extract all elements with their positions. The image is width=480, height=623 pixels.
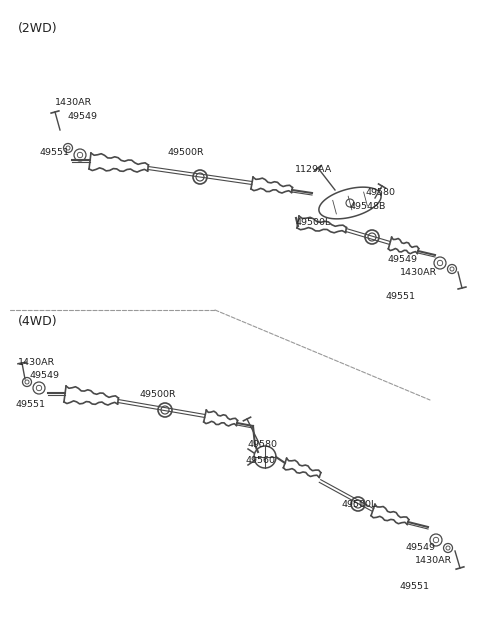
Text: 49580: 49580: [248, 440, 278, 449]
Text: 1129AA: 1129AA: [295, 165, 332, 174]
Text: 49560: 49560: [245, 456, 275, 465]
Text: 49551: 49551: [40, 148, 70, 157]
Text: 49549: 49549: [388, 255, 418, 264]
Text: 1430AR: 1430AR: [415, 556, 452, 565]
Text: (2WD): (2WD): [18, 22, 58, 35]
Text: (4WD): (4WD): [18, 315, 58, 328]
Text: 49580: 49580: [365, 188, 395, 197]
Text: 49500L: 49500L: [295, 218, 330, 227]
Text: 49500L: 49500L: [342, 500, 377, 509]
Text: 49551: 49551: [400, 582, 430, 591]
Text: 49500R: 49500R: [168, 148, 204, 157]
Text: 49551: 49551: [385, 292, 415, 301]
Text: 1430AR: 1430AR: [18, 358, 55, 367]
Text: 1430AR: 1430AR: [400, 268, 437, 277]
Text: 49549: 49549: [30, 371, 60, 380]
Text: 49551: 49551: [15, 400, 45, 409]
Text: 49549: 49549: [405, 543, 435, 552]
Text: 49500R: 49500R: [140, 390, 177, 399]
Text: 49548B: 49548B: [350, 202, 386, 211]
Text: 1430AR: 1430AR: [55, 98, 92, 107]
Text: 49549: 49549: [68, 112, 98, 121]
